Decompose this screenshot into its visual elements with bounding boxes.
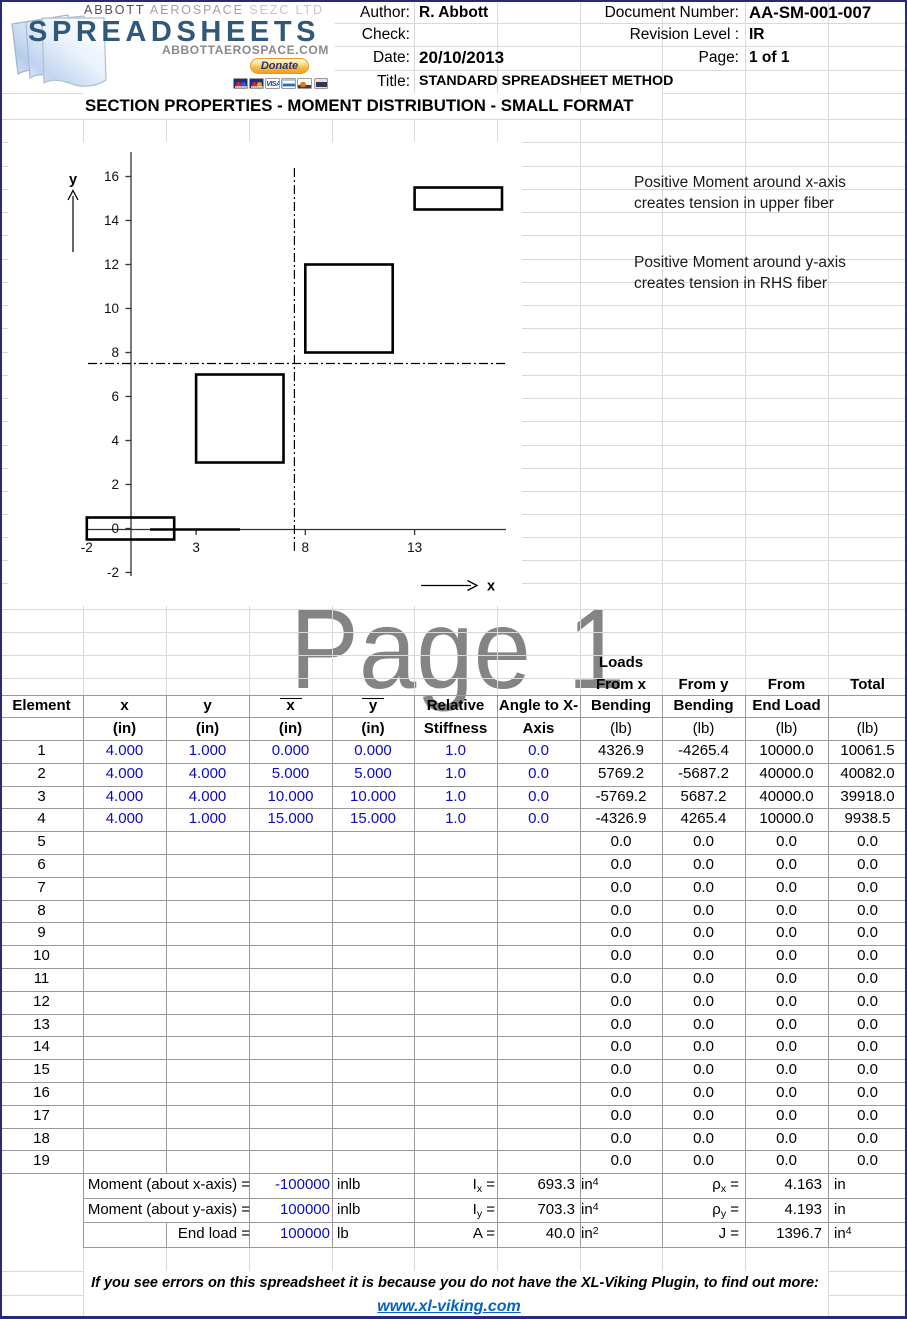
svg-text:4: 4 xyxy=(111,433,119,448)
svg-text:2: 2 xyxy=(111,477,119,492)
svg-text:14: 14 xyxy=(104,213,120,228)
svg-text:8: 8 xyxy=(111,345,119,360)
svg-text:3: 3 xyxy=(192,540,200,555)
svg-text:6: 6 xyxy=(111,389,119,404)
svg-text:-2: -2 xyxy=(81,540,93,555)
svg-text:10: 10 xyxy=(104,301,119,316)
svg-text:0: 0 xyxy=(111,521,119,536)
svg-text:y: y xyxy=(69,172,77,188)
svg-text:x: x xyxy=(487,579,495,595)
svg-text:12: 12 xyxy=(104,257,119,272)
svg-text:16: 16 xyxy=(104,169,119,184)
svg-text:-2: -2 xyxy=(107,565,119,580)
svg-text:13: 13 xyxy=(407,540,422,555)
svg-text:8: 8 xyxy=(302,540,310,555)
